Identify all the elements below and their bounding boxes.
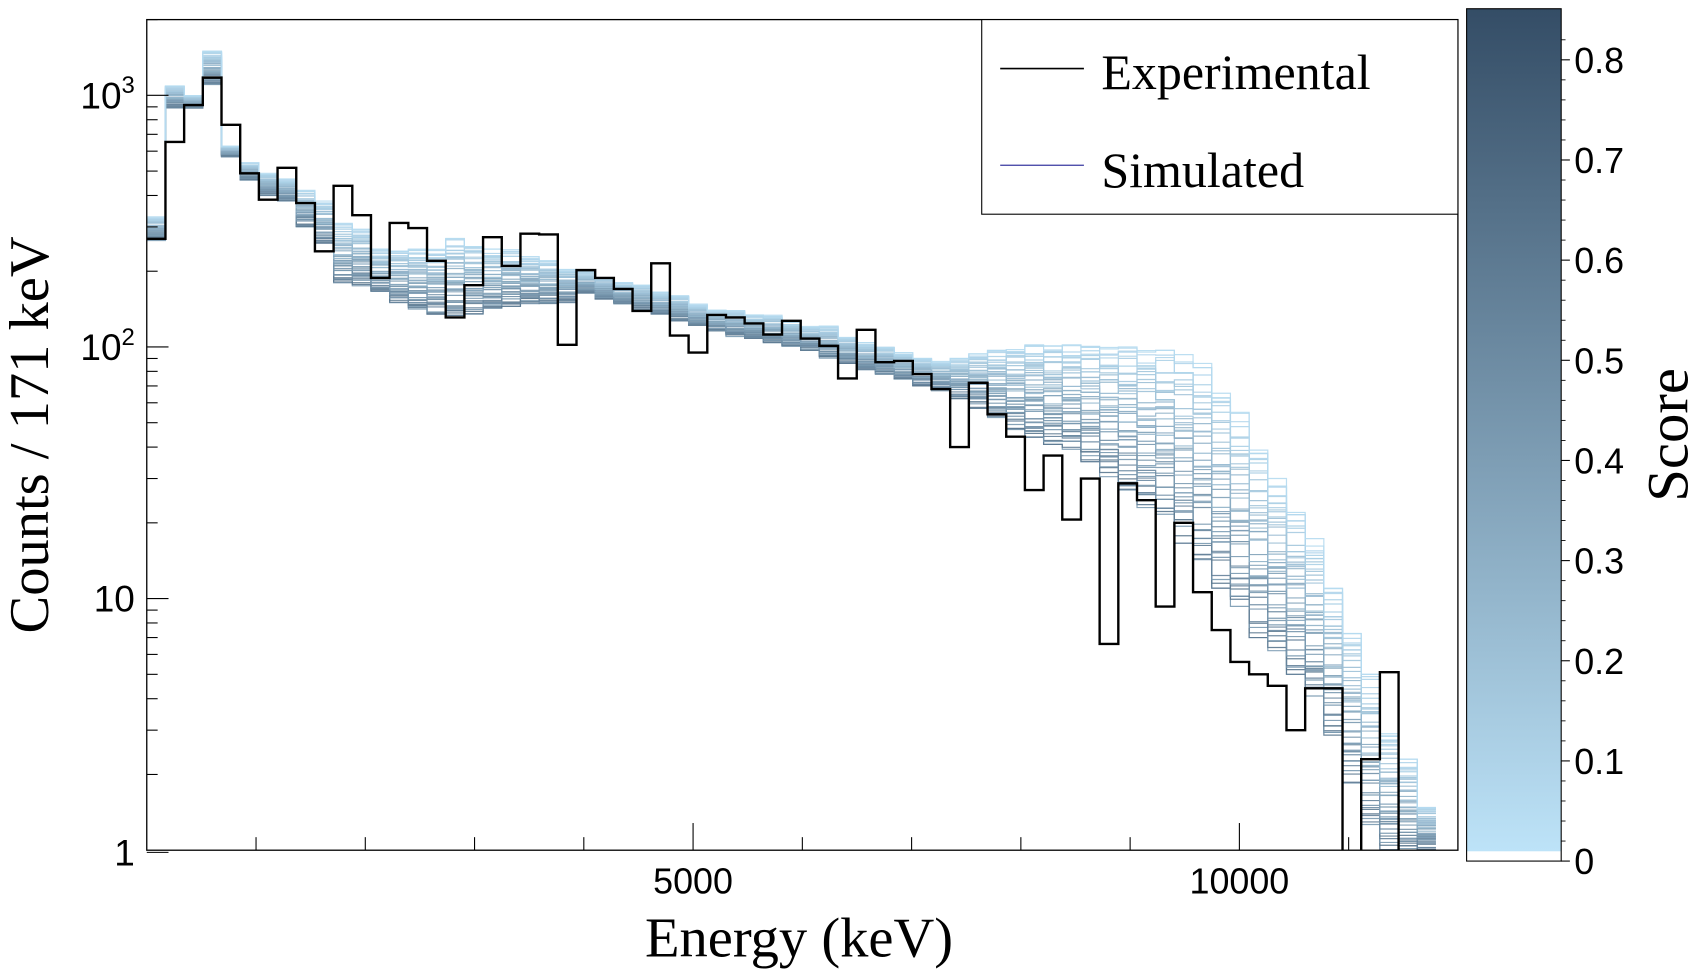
y-tick-label: 103 [80,72,134,116]
simulated-histogram-line [146,61,1436,824]
colorbar-frame [1466,8,1562,862]
x-axis: 5000 10000 [255,823,1350,902]
colorbar-gradient [1466,8,1562,852]
experimental-histogram [146,76,1400,851]
simulated-histogram-line [146,73,1436,837]
colorbar-tick-label: 0.5 [1574,341,1624,381]
colorbar-axis: 0 0.1 0.2 0.3 0.4 0.5 0.6 0.7 0.8 [1561,39,1624,882]
simulated-histogram-line [146,72,1436,837]
colorbar-tick-label: 0.4 [1574,441,1624,481]
simulated-histogram-line [146,66,1436,827]
simulated-histogram-line [146,76,1436,840]
legend-label-experimental: Experimental [1101,44,1370,100]
simulated-histogram-line [146,80,1436,844]
colorbar-tick-label: 0.6 [1574,241,1624,281]
y-tick-label: 102 [80,324,134,368]
simulated-histograms [146,50,1436,851]
simulated-histogram-line [146,63,1436,823]
simulated-histogram-line [146,60,1436,822]
colorbar: 0 0.1 0.2 0.3 0.4 0.5 0.6 0.7 0.8 Score [1466,8,1696,882]
simulated-histogram-line [146,67,1436,829]
simulated-histogram-line [146,81,1436,849]
simulated-histogram-line [146,55,1436,810]
experimental-histogram-line [146,76,1400,851]
colorbar-tick-label: 0.2 [1574,642,1624,682]
simulated-histogram-line [146,74,1436,838]
colorbar-tick-label: 0.3 [1574,542,1624,582]
y-tick-label: 1 [114,832,135,873]
legend-box [981,19,1459,215]
colorbar-tick-label: 0.8 [1574,41,1624,81]
legend: Experimental Simulated [981,19,1459,215]
y-tick-label: 10 [94,579,135,620]
y-axis-title: Counts / 171 keV [0,236,61,633]
legend-label-simulated: Simulated [1101,142,1304,198]
x-tick-label: 10000 [1190,862,1290,902]
x-axis-title: Energy (keV) [645,908,953,970]
colorbar-tick-label: 0 [1574,842,1594,882]
simulated-histogram-line [146,56,1436,813]
colorbar-tick-label: 0.7 [1574,141,1624,181]
simulated-histogram-line [146,71,1436,834]
colorbar-title: Score [1635,368,1696,502]
x-tick-label: 5000 [653,862,733,902]
colorbar-tick-label: 0.1 [1574,742,1624,782]
